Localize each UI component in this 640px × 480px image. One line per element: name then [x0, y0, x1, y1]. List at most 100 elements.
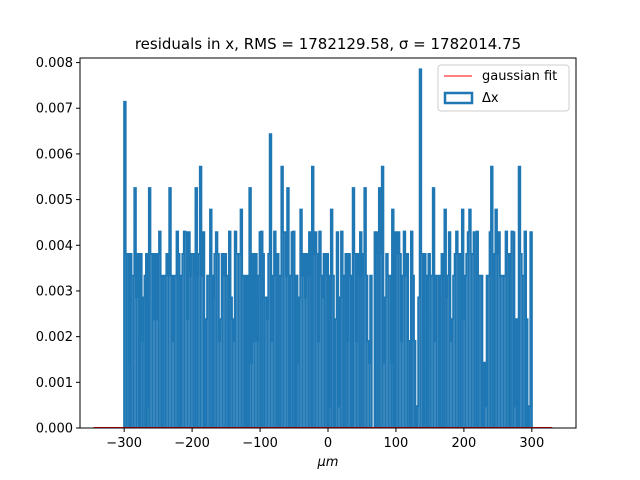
histogram-bin: [444, 209, 446, 428]
legend: gaussian fit Δx: [437, 64, 570, 112]
histogram-bin: [435, 275, 438, 428]
histogram-bin: [477, 275, 480, 428]
histogram-bin: [201, 275, 203, 428]
histogram-bin: [256, 341, 259, 428]
legend-gaussian-fit-label: gaussian fit: [482, 69, 557, 84]
histogram-bin: [344, 275, 346, 428]
histogram-bin: [367, 341, 369, 428]
histogram-bars: [123, 68, 533, 428]
histogram-bin: [365, 275, 368, 428]
histogram-bin: [355, 341, 358, 428]
histogram-bin: [450, 341, 452, 428]
histogram-bin: [265, 297, 267, 428]
histogram-bin: [342, 275, 345, 428]
histogram-bin: [151, 254, 154, 428]
histogram-bin: [266, 319, 269, 428]
histogram-bin: [488, 275, 490, 428]
histogram-bin: [463, 319, 465, 428]
chart-title: residuals in x, RMS = 1782129.58, σ = 17…: [135, 35, 521, 53]
histogram-bin: [240, 209, 243, 428]
histogram-bin: [377, 232, 379, 428]
histogram-bin: [301, 275, 304, 428]
histogram-bin: [154, 254, 157, 428]
histogram-bin: [279, 275, 282, 428]
histogram-bin: [501, 275, 503, 428]
histogram-outline: [123, 68, 533, 428]
histogram-bin: [493, 254, 496, 428]
y-tick-label: 0.000: [36, 422, 73, 437]
histogram-bin: [489, 232, 492, 428]
histogram-bin: [261, 231, 263, 428]
y-tick-label: 0.007: [36, 102, 73, 117]
histogram-bin: [231, 319, 234, 428]
histogram-bin: [144, 275, 147, 428]
histogram-bin: [508, 275, 510, 428]
histogram-bin: [311, 166, 314, 428]
histogram-bin: [429, 275, 432, 428]
histogram-bin: [128, 362, 130, 428]
histogram-bin: [475, 232, 477, 428]
x-tick-label: 300: [519, 436, 544, 451]
histogram-bin: [150, 254, 152, 428]
histogram-bin: [400, 341, 403, 428]
histogram-bin: [164, 275, 167, 428]
histogram-bin: [277, 254, 279, 428]
histogram-bin: [125, 254, 128, 428]
y-tick-label: 0.001: [36, 376, 73, 391]
histogram-bin: [195, 188, 197, 428]
histogram-bin: [192, 254, 195, 428]
histogram-bin: [306, 254, 308, 428]
histogram-bin: [459, 254, 461, 428]
histogram-bin: [307, 275, 310, 428]
histogram-bin: [215, 232, 218, 428]
histogram-bin: [502, 275, 505, 428]
histogram-bin: [284, 232, 286, 428]
histogram-bin: [456, 231, 458, 428]
y-tick-label: 0.008: [36, 56, 73, 71]
histogram-bin: [156, 319, 158, 428]
histogram-bin: [431, 275, 433, 428]
histogram-bin: [167, 275, 170, 428]
y-tick-label: 0.005: [36, 193, 73, 208]
histogram-bin: [498, 232, 500, 428]
histogram-bin: [230, 297, 232, 428]
histogram-bin: [163, 275, 165, 428]
histogram-bin: [262, 254, 264, 428]
histogram-bin: [274, 231, 276, 428]
histogram-bin: [196, 275, 199, 428]
histogram-bin: [199, 166, 202, 428]
histogram-bin: [317, 341, 320, 428]
histogram-bin: [509, 254, 512, 428]
histogram-bin: [172, 341, 174, 428]
histogram-bin: [368, 362, 371, 428]
histogram-bin: [505, 231, 508, 428]
histogram-bin: [237, 254, 240, 428]
histogram-bin: [361, 275, 363, 428]
histogram-bin: [412, 275, 414, 428]
histogram-bin: [466, 254, 468, 428]
histogram-bin: [491, 166, 493, 428]
histogram-bin: [134, 188, 136, 428]
histogram-bin: [470, 254, 473, 428]
histogram-bin: [185, 232, 187, 428]
histogram-bin: [338, 406, 340, 428]
histogram-bin: [176, 231, 179, 428]
histogram-bin: [445, 297, 448, 428]
histogram-bin: [362, 254, 365, 428]
histogram-bin: [189, 275, 192, 428]
histogram-bin: [405, 275, 407, 428]
histogram-bin: [447, 275, 449, 428]
legend-dx-label: Δx: [482, 91, 499, 106]
histogram-bin: [291, 232, 294, 428]
histogram-bin: [220, 319, 222, 428]
histogram-bin: [233, 341, 235, 428]
histogram-bin: [263, 297, 266, 428]
histogram-bin: [297, 362, 299, 428]
histogram-bin: [434, 341, 436, 428]
histogram-bin: [523, 275, 525, 428]
histogram-bin: [278, 275, 280, 428]
histogram-bin: [210, 209, 212, 428]
histogram-bin: [188, 232, 190, 428]
histogram-bin: [166, 254, 168, 428]
